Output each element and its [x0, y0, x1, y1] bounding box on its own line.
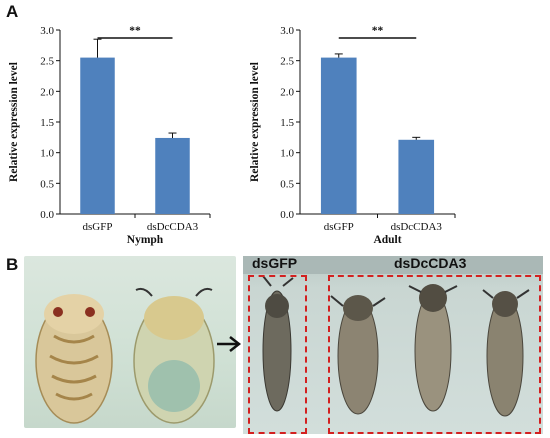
y-tick-label: 2.0 [280, 86, 294, 98]
x-tick-label: dsGFP [83, 221, 113, 233]
y-tick-label: 0.0 [40, 209, 54, 221]
y-tick-label: 0.5 [40, 178, 54, 190]
y-tick-label: 2.0 [40, 86, 54, 98]
y-tick-label: 3.0 [280, 25, 294, 37]
dsdccda3-highlight-box [328, 275, 541, 434]
x-axis-title: Adult [373, 234, 401, 246]
label-dsgfp: dsGFP [252, 255, 298, 271]
x-tick-label: dsDcCDA3 [147, 221, 199, 233]
y-tick-label: 0.0 [280, 209, 294, 221]
panel-a-label: A [6, 2, 19, 21]
x-axis-title: Nymph [127, 234, 164, 246]
bar-dsGFP [320, 57, 357, 214]
x-tick-label: dsDcCDA3 [391, 221, 443, 233]
arrow-icon [217, 336, 242, 352]
bar-dsDcCDA3 [155, 137, 190, 214]
dsgfp-highlight-box [248, 275, 307, 434]
panel-b-label: B [6, 255, 19, 274]
x-tick-label: dsGFP [324, 221, 354, 233]
y-axis-title: Relative expression level [249, 62, 261, 182]
photo-top-band [243, 256, 543, 274]
y-tick-label: 2.5 [40, 56, 54, 68]
bar-dsGFP [80, 57, 115, 214]
y-tick-label: 1.0 [40, 148, 54, 160]
adult-photo [243, 256, 543, 434]
significance-marker: ** [129, 25, 141, 37]
y-tick-label: 0.5 [280, 178, 294, 190]
adult-illustration [262, 275, 530, 417]
significance-marker: ** [372, 25, 384, 37]
y-tick-label: 1.5 [40, 117, 54, 129]
bar-charts: 0.0 0.5 1.0 1.5 2.0 2.5 3.0 Relative expression… [8, 25, 456, 246]
y-tick-label: 1.0 [280, 148, 294, 160]
y-tick-label: 2.5 [280, 56, 294, 68]
label-dsdccda3: dsDcCDA3 [394, 255, 467, 271]
y-tick-label: 1.5 [280, 117, 294, 129]
y-axis-title: Relative expression level [8, 62, 20, 182]
bar-dsDcCDA3 [398, 139, 435, 214]
y-tick-label: 3.0 [40, 25, 54, 37]
nymph-photo [24, 256, 236, 428]
nymph-illustration [35, 287, 215, 424]
